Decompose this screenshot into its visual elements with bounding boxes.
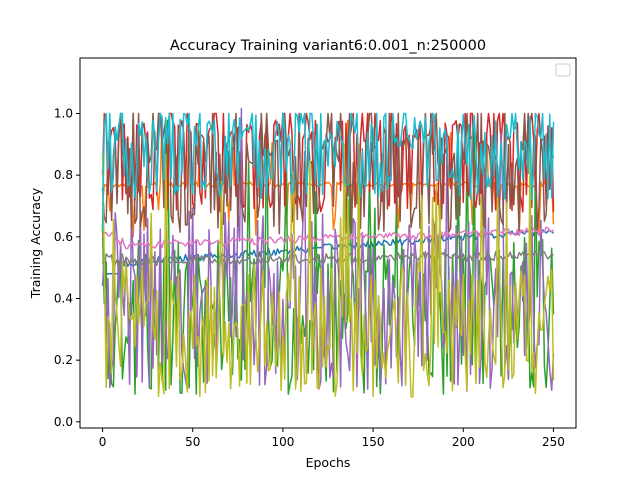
x-tick-label: 150 (362, 435, 385, 449)
x-axis-label: Epochs (306, 455, 351, 470)
series-line-8 (101, 250, 554, 270)
y-tick-label: 0.8 (54, 168, 73, 182)
y-axis-label: Training Accuracy (28, 187, 43, 299)
series-line-9 (101, 143, 555, 398)
legend (555, 63, 571, 77)
x-tick-label: 50 (185, 435, 200, 449)
x-tick-label: 100 (271, 435, 294, 449)
y-tick-label: 0.2 (54, 353, 73, 367)
x-tick-label: 0 (99, 435, 107, 449)
x-tick-label: 200 (452, 435, 475, 449)
y-axis-ticks: 0.0 0.2 0.4 0.6 0.8 1.0 (54, 107, 80, 429)
series-layer (101, 107, 555, 398)
legend-box (555, 63, 571, 77)
series-line-6 (101, 112, 555, 235)
y-tick-label: 0.0 (54, 415, 73, 429)
y-tick-label: 0.6 (54, 230, 73, 244)
plot-frame (79, 57, 577, 429)
y-tick-label: 1.0 (54, 107, 73, 121)
y-tick-label: 0.4 (54, 292, 73, 306)
x-axis-ticks: 0 50 100 150 200 250 (99, 428, 565, 449)
series-line-7 (101, 226, 555, 250)
x-tick-label: 250 (542, 435, 565, 449)
series-line-10 (101, 112, 555, 231)
chart-title: Accuracy Training variant6:0.001_n:25000… (170, 38, 486, 54)
